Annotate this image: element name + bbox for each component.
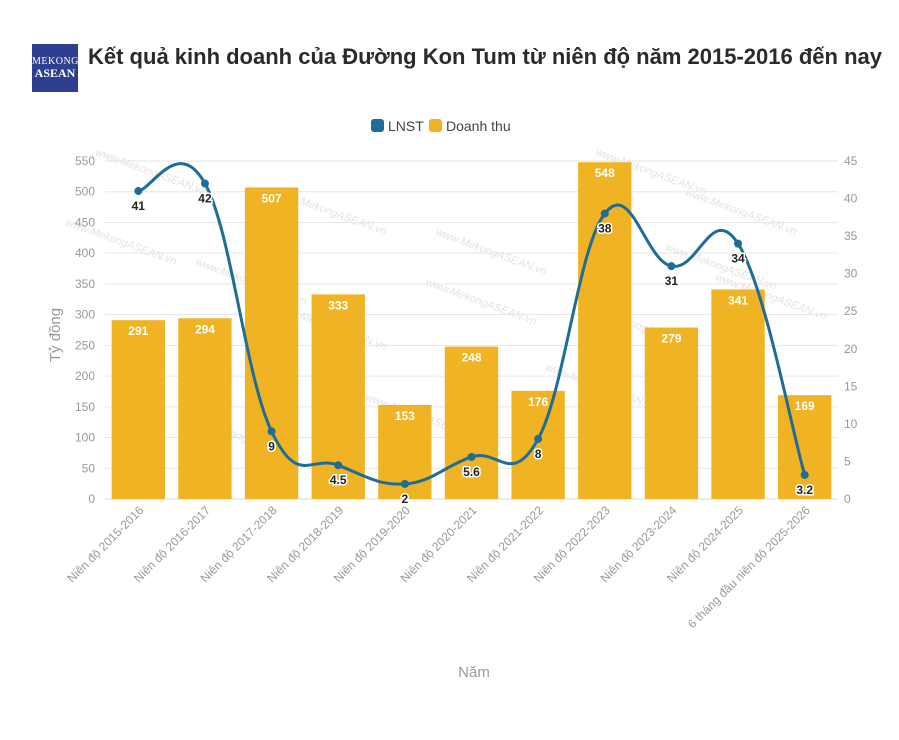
bar-doanh-thu [111,320,165,499]
line-point-lnst [734,239,743,248]
logo-text-bottom: ASEAN [34,66,76,80]
line-point-lnst [800,470,809,479]
x-tick-label: 6 tháng đầu niên độ 2025-2026 [685,503,813,631]
bar-value-label: 548 [595,166,615,180]
watermark-text: www.MekongASEAN.vn [684,186,798,237]
bar-doanh-thu [711,289,765,499]
bar-value-label: 169 [795,399,815,413]
logo-text-top: MEKONG [32,56,79,67]
y-tick-label: 250 [75,338,95,352]
y-tick-label: 150 [75,400,95,414]
y-tick-label: 450 [75,215,95,229]
line-value-label: 38 [598,222,612,236]
bar-value-label: 248 [461,351,481,365]
line-value-label: 5.6 [463,465,480,479]
line-lnst [137,162,807,486]
line-value-label: 34 [731,252,745,266]
watermark-text: www.MekongASEAN.vn [434,226,548,277]
legend-swatch-lnst [371,119,384,132]
y2-tick-label: 40 [844,192,858,206]
line-point-lnst [334,461,343,470]
bar-value-label: 333 [328,298,348,312]
bar-doanh-thu [244,187,299,499]
y-tick-label: 100 [75,431,95,445]
bar-value-label: 294 [195,322,215,336]
bar-doanh-thu [578,162,632,499]
bar-doanh-thu [644,327,699,499]
bar-value-label: 153 [395,409,415,423]
line-point-lnst [467,452,476,461]
line-point-lnst [134,187,143,196]
y2-tick-label: 5 [844,454,851,468]
y2-tick-label: 15 [844,379,858,393]
y2-tick-label: 25 [844,304,858,318]
line-point-lnst [267,427,276,436]
x-axis-title: Năm [458,664,490,681]
line-point-lnst [400,479,409,488]
watermark-text: www.MekongASEAN.vn [94,146,208,197]
line-value-label: 8 [535,447,542,461]
y2-tick-label: 35 [844,229,858,243]
legend-label-doanh-thu: Doanh thu [446,118,511,134]
line-point-lnst [667,262,676,271]
y-tick-label: 200 [75,369,95,383]
y2-tick-label: 45 [844,154,858,168]
line-value-label: 2 [402,492,409,506]
bar-value-label: 279 [661,332,681,346]
bar-doanh-thu [444,346,499,499]
legend-swatch-doanh-thu [429,119,442,132]
y2-tick-label: 20 [844,342,858,356]
y-tick-label: 400 [75,246,95,260]
y2-tick-label: 10 [844,417,858,431]
mekong-asean-logo: MEKONG ASEAN [32,44,78,92]
y-axis-title: Tỷ đồng [47,308,64,362]
y-tick-label: 550 [75,154,95,168]
y-tick-label: 300 [75,308,95,322]
line-value-label: 31 [665,274,679,288]
y2-tick-label: 0 [844,492,851,506]
bar-value-label: 176 [528,395,548,409]
bar-value-label: 291 [128,324,148,338]
line-point-lnst [600,209,609,218]
y2-tick-label: 30 [844,267,858,281]
chart-header: MEKONG ASEAN Kết quả kinh doanh của Đườn… [32,42,882,102]
line-value-label: 9 [268,439,275,453]
line-value-label: 3.2 [796,483,813,497]
bar-value-label: 507 [262,191,282,205]
line-point-lnst [200,179,209,188]
y-tick-label: 50 [82,461,96,475]
y-tick-label: 500 [75,185,95,199]
y-tick-label: 0 [88,492,95,506]
chart-title: Kết quả kinh doanh của Đường Kon Tum từ … [88,44,882,69]
bar-doanh-thu [778,395,832,499]
line-point-lnst [534,434,543,443]
bar-value-label: 341 [728,293,748,307]
line-value-label: 42 [198,192,212,206]
bar-doanh-thu [178,318,232,499]
bar-doanh-thu [511,390,565,499]
line-value-label: 4.5 [330,473,347,487]
legend-label-lnst: LNST [388,118,424,134]
y-tick-label: 350 [75,277,95,291]
line-value-label: 41 [132,199,146,213]
